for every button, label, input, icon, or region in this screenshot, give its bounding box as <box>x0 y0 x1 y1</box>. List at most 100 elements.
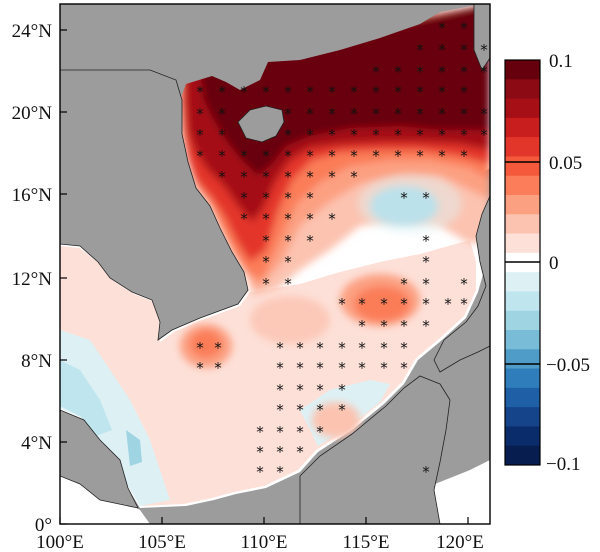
significance-star: * <box>400 189 408 207</box>
significance-star: * <box>460 63 468 81</box>
significance-star: * <box>358 359 366 377</box>
significance-star: * <box>296 381 304 399</box>
significance-star: * <box>350 147 358 165</box>
significance-star: * <box>328 147 336 165</box>
significance-star: * <box>380 317 388 335</box>
significance-star: * <box>306 189 314 207</box>
significance-star: * <box>422 275 430 293</box>
significance-star: * <box>256 423 264 441</box>
significance-star: * <box>284 126 292 144</box>
significance-star: * <box>394 147 402 165</box>
colorbar-level <box>505 387 540 408</box>
significance-star: * <box>284 253 292 271</box>
colorbar-level <box>505 272 540 292</box>
colorbar-level <box>505 426 540 447</box>
significance-star: * <box>380 339 388 357</box>
significance-star: * <box>422 189 430 207</box>
colorbar-level <box>505 233 540 254</box>
guangdong-coast <box>60 4 490 100</box>
colorbar-level <box>505 349 540 369</box>
taiwan-island <box>473 4 490 71</box>
colorbar-level <box>505 79 540 99</box>
y-tick-label: 16°N <box>12 185 53 206</box>
significance-star: * <box>422 317 430 335</box>
significance-star: * <box>422 253 430 271</box>
significance-star: * <box>400 295 408 313</box>
significance-star: * <box>284 168 292 186</box>
significance-star: * <box>328 210 336 228</box>
significance-star: * <box>284 189 292 207</box>
x-tick-label: 120°E <box>436 532 484 552</box>
significance-star: * <box>262 253 270 271</box>
significance-star: * <box>338 381 346 399</box>
significance-star: * <box>338 295 346 313</box>
significance-star: * <box>422 232 430 250</box>
significance-star: * <box>276 463 284 481</box>
significance-star: * <box>350 168 358 186</box>
significance-star: * <box>284 147 292 165</box>
significance-star: * <box>276 381 284 399</box>
x-tick-label: 115°E <box>343 532 390 552</box>
significance-star: * <box>240 83 248 101</box>
x-tick-label: 105°E <box>138 532 186 552</box>
colorbar-level <box>505 330 540 350</box>
significance-star: * <box>338 339 346 357</box>
significance-star: * <box>276 423 284 441</box>
colorbar-tick-label: 0.1 <box>549 51 573 72</box>
significance-star: * <box>380 295 388 313</box>
y-tick-label: 4°N <box>21 433 52 454</box>
x-axis: 100°E 105°E 110°E 115°E 120°E <box>36 517 484 552</box>
significance-star: * <box>400 317 408 335</box>
colorbar-level <box>505 195 540 215</box>
map-plot: * * * * * * * * * * * * * * * * * * * * * * * * * * * * * * * * * * * * * * * *… <box>60 4 490 524</box>
significance-star: * <box>394 105 402 123</box>
significance-star: * <box>460 41 468 59</box>
significance-star: * <box>460 83 468 101</box>
significance-star: * <box>306 168 314 186</box>
significance-star: * <box>306 105 314 123</box>
significance-star: * <box>358 295 366 313</box>
significance-star: * <box>416 105 424 123</box>
colorbar-level <box>505 445 540 466</box>
significance-star: * <box>262 232 270 250</box>
significance-star: * <box>460 275 468 293</box>
significance-star: * <box>460 126 468 144</box>
significance-star: * <box>460 295 468 313</box>
x-tick-label: 110°E <box>241 532 288 552</box>
significance-star: * <box>400 275 408 293</box>
significance-star: * <box>284 105 292 123</box>
significance-star: * <box>328 105 336 123</box>
philippines-land <box>433 195 490 373</box>
significance-star: * <box>438 19 446 37</box>
significance-star: * <box>196 359 204 377</box>
colorbar-level <box>505 117 540 138</box>
significance-star: * <box>328 83 336 101</box>
significance-star: * <box>284 83 292 101</box>
significance-star: * <box>240 168 248 186</box>
significance-star: * <box>416 83 424 101</box>
significance-star: * <box>438 63 446 81</box>
colorbar-level <box>505 214 540 234</box>
colorbar-level <box>505 368 540 389</box>
significance-star: * <box>196 83 204 101</box>
significance-star: * <box>276 443 284 461</box>
significance-star: * <box>262 147 270 165</box>
significance-star: * <box>214 339 222 357</box>
significance-star: * <box>338 401 346 419</box>
colorbar-level <box>505 98 540 119</box>
significance-star: * <box>284 232 292 250</box>
colorbar-level <box>505 175 540 196</box>
significance-star: * <box>214 359 222 377</box>
significance-star: * <box>338 359 346 377</box>
significance-star: * <box>394 126 402 144</box>
significance-star: * <box>350 105 358 123</box>
significance-star: * <box>296 339 304 357</box>
significance-star: * <box>444 295 452 313</box>
significance-star: * <box>480 105 488 123</box>
significance-star: * <box>240 147 248 165</box>
significance-star: * <box>196 126 204 144</box>
significance-star: * <box>480 63 488 81</box>
significance-star: * <box>372 63 380 81</box>
significance-star: * <box>438 41 446 59</box>
significance-star: * <box>380 359 388 377</box>
